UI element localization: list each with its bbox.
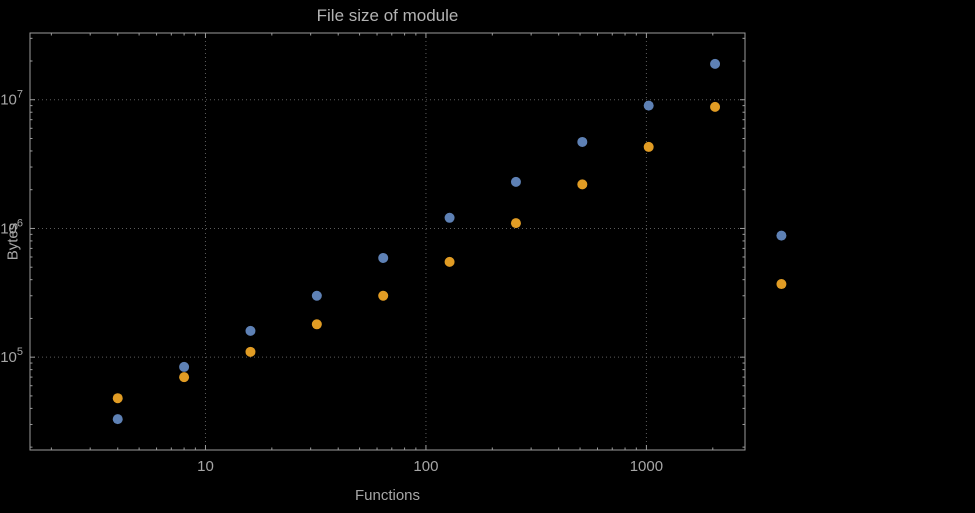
data-point-blue	[245, 325, 256, 336]
data-point-orange	[643, 141, 654, 152]
x-tick-label: 100	[413, 458, 438, 475]
data-point-orange	[510, 218, 521, 229]
data-point-orange	[577, 179, 588, 190]
data-point-blue	[444, 212, 455, 223]
data-point-orange	[378, 290, 389, 301]
data-point-blue	[378, 252, 389, 263]
data-point-blue	[643, 100, 654, 111]
data-point-blue	[710, 58, 721, 69]
data-point-orange	[776, 279, 787, 290]
data-point-blue	[112, 414, 123, 425]
data-point-orange	[444, 256, 455, 267]
data-point-orange	[710, 101, 721, 112]
y-tick-label: 105	[0, 346, 23, 366]
data-point-orange	[112, 393, 123, 404]
y-tick-label: 106	[0, 217, 23, 237]
x-axis-label: Functions	[354, 487, 421, 504]
data-point-blue	[510, 176, 521, 187]
y-tick-label: 107	[0, 89, 23, 109]
x-tick-label: 10	[197, 458, 214, 475]
data-point-orange	[179, 372, 190, 383]
plot-frame	[29, 32, 746, 451]
data-point-blue	[179, 361, 190, 372]
data-point-orange	[311, 319, 322, 330]
data-point-blue	[577, 136, 588, 147]
data-point-blue	[311, 290, 322, 301]
data-point-orange	[245, 346, 256, 357]
chart-title: File size of module	[316, 6, 459, 25]
data-point-blue	[776, 230, 787, 241]
x-tick-label: 1000	[630, 458, 663, 475]
